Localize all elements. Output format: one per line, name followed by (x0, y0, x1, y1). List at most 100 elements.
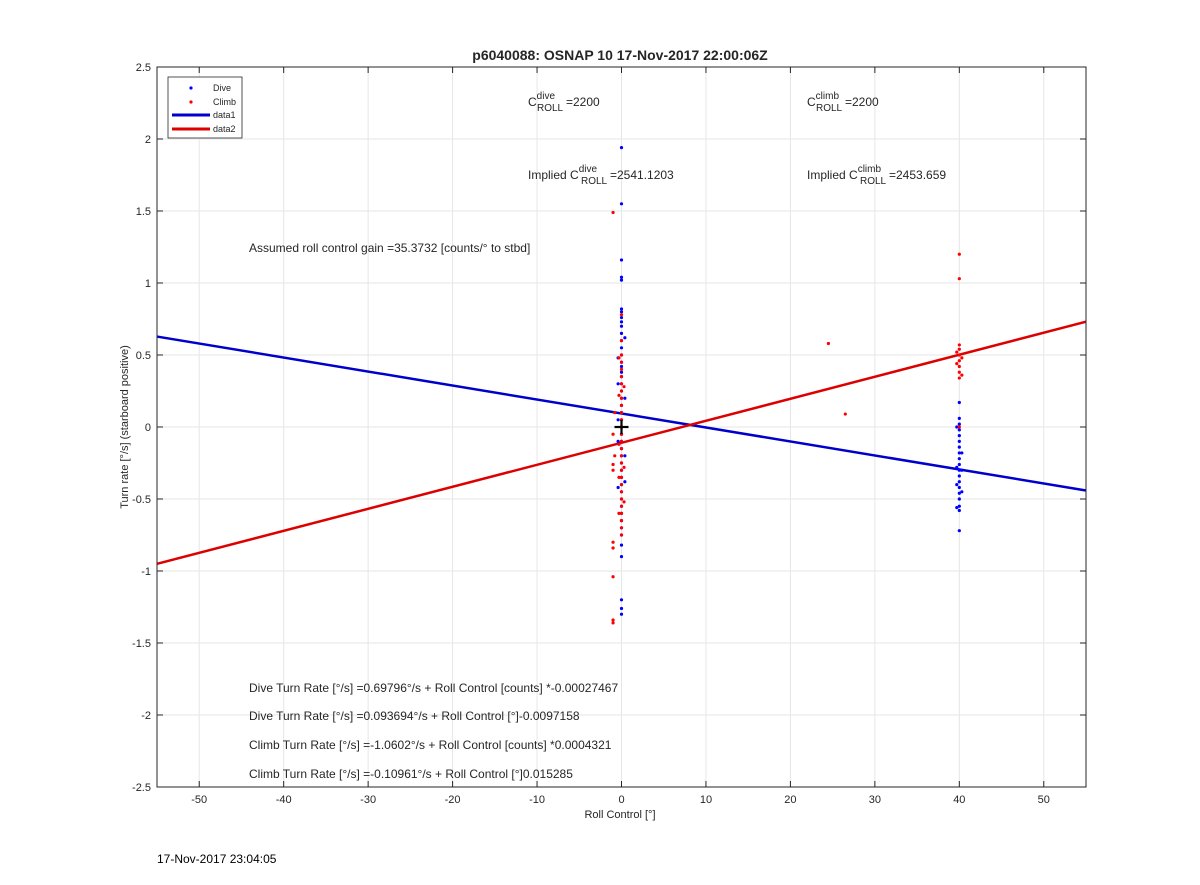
x-tick-label: -50 (191, 794, 207, 806)
point-climb (619, 367, 624, 371)
point-climb (617, 511, 621, 515)
point-dive (619, 364, 624, 369)
point-dive (955, 425, 959, 429)
point-dive (957, 504, 961, 508)
x-axis-label: Roll Control [°] (584, 809, 655, 821)
point-climb (619, 533, 624, 537)
origin-marker (614, 420, 629, 434)
point-climb (617, 393, 621, 397)
point-dive (957, 422, 961, 426)
footer-timestamp: 17-Nov-2017 23:04:05 (157, 852, 277, 866)
point-dive (616, 485, 620, 490)
chart-title: p6040088: OSNAP 10 17-Nov-2017 22:00:06Z (472, 47, 768, 63)
point-dive (957, 451, 961, 455)
y-tick-label: 2 (145, 134, 151, 146)
axis-ticks: -50 -40 -30 -20 -10 0 10 20 30 40 50-2.5-2-1.5-1-0… (132, 62, 1086, 806)
point-climb (619, 490, 624, 494)
point-climb (957, 359, 961, 363)
c-climb-label: Cclimb ROLL =2200 (807, 91, 879, 114)
x-tick-label: 20 (784, 794, 796, 806)
point-dive (619, 331, 624, 335)
point-dive (619, 555, 624, 559)
point-climb (957, 376, 961, 380)
point-climb (619, 461, 624, 465)
point-dive (619, 307, 624, 311)
x-tick-label: 10 (700, 794, 712, 806)
point-climb (617, 356, 621, 360)
point-dive (619, 370, 624, 374)
legend-marker-dive (189, 86, 193, 90)
y-tick-label: -1.5 (132, 638, 151, 650)
point-climb (957, 277, 961, 281)
legend: Dive Climb data1 data2 (167, 76, 243, 139)
point-climb (619, 475, 624, 479)
y-tick-label: 2.5 (136, 62, 151, 74)
point-climb (622, 465, 626, 469)
point-dive (957, 457, 961, 461)
point-climb (611, 575, 615, 579)
x-tick-label: -10 (529, 794, 545, 806)
point-climb (957, 252, 961, 256)
x-tick-label: -40 (276, 794, 292, 806)
roll-gain-annotation: Assumed roll control gain =35.3732 [coun… (249, 241, 530, 255)
point-dive (623, 396, 627, 400)
y-tick-label: 0.5 (136, 350, 151, 362)
point-dive (957, 491, 961, 495)
point-climb (619, 511, 624, 515)
point-climb (611, 540, 615, 544)
x-tick-label: -30 (360, 794, 376, 806)
point-dive (623, 454, 627, 458)
point-climb (960, 356, 964, 360)
point-dive (619, 202, 624, 206)
dive-fit-degrees-equation: Dive Turn Rate [°/s] =0.093694°/s + Roll… (249, 709, 580, 723)
x-tick-label: 30 (869, 794, 881, 806)
point-climb (957, 364, 961, 369)
point-dive (623, 336, 627, 340)
point-dive (619, 598, 624, 602)
point-dive (619, 315, 624, 320)
point-climb (619, 483, 624, 487)
point-dive (619, 278, 624, 282)
point-dive (957, 497, 961, 501)
point-climb (619, 353, 624, 357)
point-dive (957, 428, 961, 432)
point-climb (960, 373, 964, 377)
point-dive (619, 320, 624, 324)
legend-label-data2: data2 (213, 124, 236, 134)
point-climb (611, 546, 615, 550)
implied-c-dive-label: Implied Cdive ROLL =2541.1203 (528, 164, 674, 187)
point-climb (957, 347, 961, 351)
point-climb (619, 411, 624, 415)
point-climb (622, 385, 626, 389)
y-tick-label: -2 (141, 710, 151, 722)
point-dive (957, 445, 961, 449)
point-dive (957, 474, 961, 478)
point-climb (619, 519, 624, 523)
point-climb (957, 370, 961, 374)
point-dive (960, 451, 964, 455)
point-dive (619, 146, 624, 150)
point-climb (619, 389, 624, 393)
legend-label-data1: data1 (213, 110, 236, 120)
point-climb (619, 339, 624, 343)
point-dive (619, 612, 624, 616)
point-dive (619, 324, 624, 328)
point-climb (611, 462, 615, 467)
point-climb (619, 313, 624, 317)
x-tick-label: 50 (1038, 794, 1050, 806)
point-climb (955, 362, 959, 366)
data-points (611, 146, 964, 625)
y-tick-label: -0.5 (132, 494, 151, 506)
point-climb (957, 425, 961, 429)
y-tick-label: 1 (145, 278, 151, 290)
c-dive-label: Cdive ROLL =2200 (528, 91, 600, 114)
x-tick-label: 0 (618, 794, 624, 806)
point-dive (619, 258, 624, 262)
point-climb (619, 382, 624, 386)
point-climb (622, 500, 626, 504)
point-dive (957, 485, 961, 490)
point-dive (616, 439, 620, 443)
point-dive (957, 439, 961, 443)
point-dive (619, 310, 624, 314)
